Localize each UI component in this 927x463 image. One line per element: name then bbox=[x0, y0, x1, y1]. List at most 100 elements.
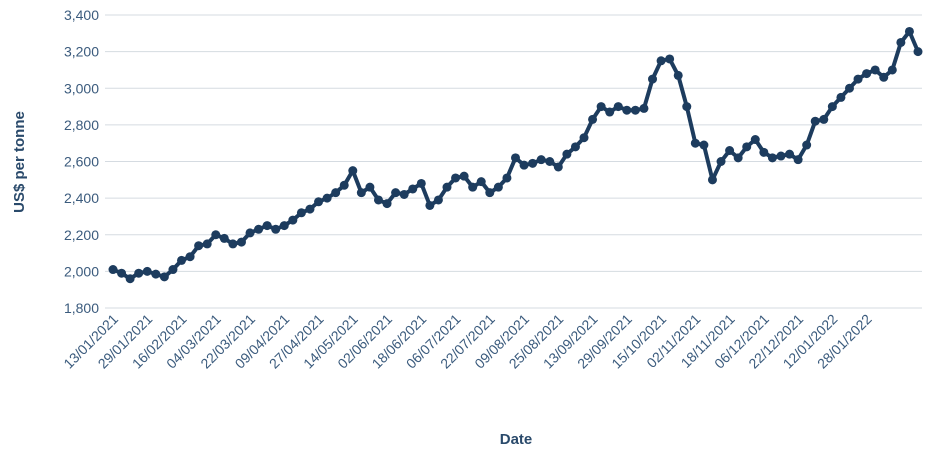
marker bbox=[827, 102, 837, 112]
marker bbox=[219, 233, 229, 243]
marker bbox=[151, 269, 161, 279]
marker bbox=[810, 116, 820, 126]
marker bbox=[725, 146, 735, 156]
marker bbox=[468, 182, 478, 192]
marker bbox=[511, 153, 520, 163]
marker bbox=[553, 162, 563, 172]
marker bbox=[433, 195, 443, 205]
y-tick-label: 2,000 bbox=[64, 263, 99, 279]
marker bbox=[245, 228, 255, 238]
marker bbox=[665, 54, 675, 64]
marker bbox=[493, 182, 503, 192]
marker bbox=[228, 239, 238, 249]
marker bbox=[605, 107, 615, 117]
marker bbox=[682, 102, 692, 112]
marker bbox=[536, 155, 546, 165]
marker bbox=[194, 241, 204, 251]
marker bbox=[211, 230, 221, 240]
marker bbox=[862, 69, 872, 79]
marker bbox=[639, 103, 649, 113]
marker bbox=[750, 135, 760, 145]
marker bbox=[528, 158, 538, 168]
marker bbox=[870, 65, 880, 75]
y-tick-label: 2,400 bbox=[64, 190, 99, 206]
y-tick-label: 2,800 bbox=[64, 117, 99, 133]
marker bbox=[630, 105, 640, 115]
marker bbox=[904, 26, 914, 36]
marker bbox=[707, 175, 717, 185]
y-axis-title: US$ per tonne bbox=[11, 111, 28, 213]
marker bbox=[485, 188, 495, 198]
marker bbox=[459, 171, 469, 181]
marker bbox=[451, 173, 461, 183]
marker bbox=[673, 70, 683, 80]
y-tick-label: 1,800 bbox=[64, 300, 99, 316]
marker bbox=[382, 199, 392, 209]
marker bbox=[622, 105, 632, 115]
marker bbox=[202, 239, 212, 249]
y-tick-label: 2,600 bbox=[64, 154, 99, 170]
marker bbox=[314, 197, 324, 207]
marker bbox=[776, 151, 786, 161]
marker bbox=[168, 265, 178, 275]
y-tick-label: 3,000 bbox=[64, 80, 99, 96]
marker bbox=[759, 147, 769, 157]
marker bbox=[588, 114, 598, 124]
marker bbox=[733, 153, 743, 163]
y-tick-label: 2,200 bbox=[64, 227, 99, 243]
marker bbox=[545, 157, 555, 166]
marker bbox=[134, 268, 144, 278]
marker bbox=[416, 178, 426, 188]
marker bbox=[177, 255, 187, 265]
marker bbox=[348, 166, 358, 176]
x-axis-title: Date bbox=[500, 431, 533, 448]
marker bbox=[716, 157, 726, 166]
marker bbox=[236, 237, 246, 247]
marker bbox=[442, 182, 452, 192]
marker bbox=[519, 160, 529, 170]
marker bbox=[408, 184, 418, 194]
marker bbox=[331, 188, 341, 198]
marker bbox=[896, 37, 906, 47]
marker bbox=[579, 133, 589, 143]
marker bbox=[296, 208, 306, 218]
marker bbox=[690, 138, 700, 148]
marker bbox=[108, 265, 118, 275]
marker bbox=[159, 272, 169, 282]
marker bbox=[262, 221, 272, 231]
marker bbox=[819, 114, 829, 124]
y-tick-label: 3,200 bbox=[64, 44, 99, 60]
marker bbox=[502, 173, 512, 183]
marker bbox=[373, 195, 383, 205]
marker bbox=[570, 142, 580, 152]
marker bbox=[391, 188, 401, 198]
marker bbox=[142, 266, 152, 276]
marker bbox=[699, 140, 709, 150]
marker bbox=[793, 155, 803, 165]
marker bbox=[254, 224, 264, 234]
marker bbox=[767, 153, 777, 163]
marker bbox=[648, 74, 658, 84]
marker bbox=[185, 252, 195, 262]
marker bbox=[399, 189, 409, 199]
marker bbox=[356, 188, 366, 198]
marker bbox=[279, 221, 289, 231]
marker bbox=[288, 215, 298, 225]
marker bbox=[562, 149, 572, 159]
marker bbox=[836, 92, 846, 102]
marker bbox=[742, 142, 752, 152]
marker bbox=[913, 47, 923, 57]
marker bbox=[613, 102, 623, 112]
marker bbox=[844, 83, 854, 93]
marker bbox=[365, 182, 375, 192]
marker bbox=[305, 204, 315, 214]
marker bbox=[339, 180, 349, 190]
marker bbox=[271, 224, 281, 234]
marker bbox=[476, 177, 486, 187]
marker bbox=[596, 102, 606, 112]
marker bbox=[887, 65, 897, 75]
marker bbox=[656, 56, 666, 66]
y-tick-label: 3,400 bbox=[64, 7, 99, 23]
